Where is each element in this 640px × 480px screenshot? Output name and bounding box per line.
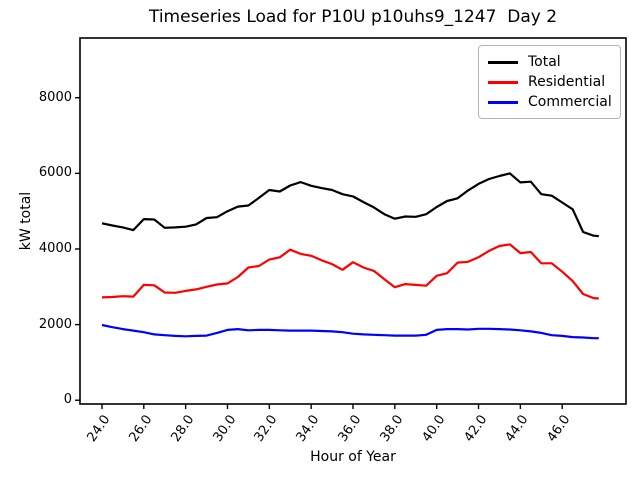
- y-tick-label: 6000: [38, 165, 72, 181]
- legend-label-residential: Residential: [528, 74, 606, 90]
- legend-line-residential-icon: [488, 80, 518, 84]
- legend-label-total: Total: [528, 54, 561, 70]
- y-axis-label: kW total: [18, 191, 34, 251]
- chart-title: Timeseries Load for P10U p10uhs9_1247 Da…: [148, 7, 558, 27]
- legend-label-commercial: Commercial: [528, 94, 612, 110]
- y-tick-label: 2000: [38, 316, 72, 332]
- y-tick-label: 0: [63, 392, 72, 408]
- legend-line-total-icon: [488, 60, 518, 64]
- legend: Total Residential Commercial: [478, 45, 621, 119]
- legend-item-commercial: Commercial: [488, 92, 616, 112]
- legend-line-commercial-icon: [488, 100, 518, 104]
- series-line-total: [101, 172, 599, 238]
- legend-item-residential: Residential: [488, 72, 616, 92]
- x-axis-label: Hour of Year: [310, 449, 396, 465]
- series-line-commercial: [101, 323, 599, 340]
- legend-item-total: Total: [488, 52, 616, 72]
- y-tick-label: 4000: [38, 240, 72, 256]
- y-tick-label: 8000: [38, 89, 72, 105]
- series-line-residential: [101, 243, 599, 300]
